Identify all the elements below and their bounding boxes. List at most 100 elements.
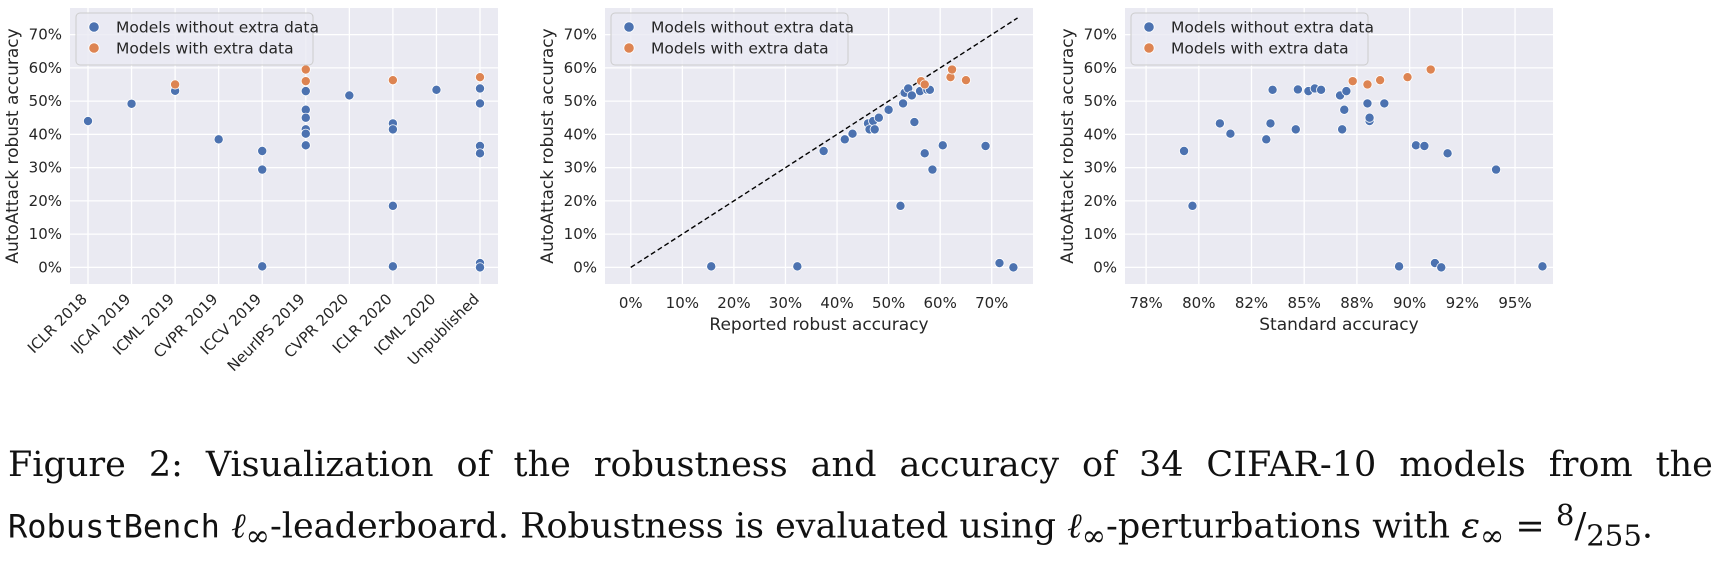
data-point-without-extra	[869, 124, 880, 135]
y-tick-label: 30%	[1084, 159, 1117, 177]
x-tick-label: 70%	[975, 294, 1008, 312]
caption-word: from	[1548, 445, 1633, 485]
x-tick-label: 82%	[1235, 294, 1268, 312]
y-tick-label: 70%	[29, 26, 62, 44]
data-point-without-extra	[980, 140, 991, 151]
data-point-with-extra	[1347, 76, 1358, 87]
data-point-without-extra	[387, 261, 398, 272]
data-point-without-extra	[994, 258, 1005, 269]
data-point-without-extra	[895, 200, 906, 211]
data-point-without-extra	[1442, 148, 1453, 159]
data-point-without-extra	[126, 98, 137, 109]
data-point-with-extra	[474, 72, 485, 83]
data-point-without-extra	[257, 145, 268, 156]
data-point-without-extra	[927, 164, 938, 175]
caption-word: Figure	[8, 445, 126, 485]
data-point-without-extra	[909, 117, 920, 128]
data-point-without-extra	[706, 261, 717, 272]
data-point-without-extra	[898, 98, 909, 109]
y-tick-label: 40%	[564, 125, 597, 143]
data-point-without-extra	[474, 262, 485, 273]
legend-label-without-extra: Models without extra data	[651, 19, 854, 37]
data-point-without-extra	[1261, 134, 1272, 145]
x-tick-label: 20%	[717, 294, 750, 312]
caption-word: the	[1655, 445, 1713, 485]
y-tick-label: 60%	[29, 59, 62, 77]
x-tick-label: 85%	[1288, 294, 1321, 312]
y-tick-label: 70%	[564, 26, 597, 44]
data-point-without-extra	[387, 124, 398, 135]
x-tick-label: 30%	[769, 294, 802, 312]
data-point-without-extra	[474, 148, 485, 159]
y-tick-label: 70%	[1084, 26, 1117, 44]
panel-standard-vs-autoattack-chart: 0% 10% 20% 30% 40% 50% 60% 70% 78% 80% 82% 85% 88% 90…	[1058, 8, 1553, 335]
data-point-without-extra	[300, 112, 311, 123]
data-point-with-extra	[387, 75, 398, 86]
y-tick-label: 20%	[1084, 192, 1117, 210]
caption-word: of	[1081, 445, 1116, 485]
x-tick-label: 40%	[820, 294, 853, 312]
legend-marker-with-extra	[1143, 42, 1155, 54]
data-point-without-extra	[1362, 98, 1373, 109]
data-point-without-extra	[873, 112, 884, 123]
caption-word: models	[1399, 445, 1526, 485]
legend-label-without-extra: Models without extra data	[116, 19, 319, 37]
x-tick-label: 95%	[1498, 294, 1531, 312]
data-point-with-extra	[1375, 75, 1386, 86]
legend-frame	[75, 12, 314, 66]
y-tick-label: 30%	[564, 159, 597, 177]
legend-marker-with-extra	[623, 42, 635, 54]
y-tick-label: 20%	[29, 192, 62, 210]
caption-eps-denominator: 255	[1586, 518, 1642, 553]
legend-label-with-extra: Models with extra data	[116, 40, 294, 58]
panel-reported-vs-autoattack-chart: 0% 10% 20% 30% 40% 50% 60% 70% 0% 10% 20% 30% 40% 50%…	[538, 8, 1033, 335]
caption-slash: /	[1574, 506, 1587, 547]
data-point-without-extra	[83, 116, 94, 127]
y-tick-label: 60%	[1084, 59, 1117, 77]
data-point-without-extra	[300, 140, 311, 151]
caption-text-a: -leaderboard. Robustness is evaluated us…	[269, 506, 1057, 547]
data-point-with-extra	[947, 64, 958, 75]
y-tick-label: 50%	[1084, 92, 1117, 110]
y-tick-label: 60%	[564, 59, 597, 77]
caption-epsilon: ε	[1461, 506, 1480, 547]
legend-marker-without-extra	[88, 21, 100, 33]
legend-marker-with-extra	[88, 42, 100, 54]
data-point-without-extra	[1364, 112, 1375, 123]
caption-word: Visualization	[205, 445, 434, 485]
data-point-without-extra	[1410, 140, 1421, 151]
data-point-without-extra	[474, 83, 485, 94]
data-point-without-extra	[906, 90, 917, 101]
caption-eps-numerator: 8	[1555, 498, 1575, 532]
data-point-without-extra	[1316, 84, 1327, 95]
data-point-without-extra	[474, 98, 485, 109]
data-point-with-extra	[1362, 79, 1373, 90]
data-point-without-extra	[919, 148, 930, 159]
data-point-with-extra	[300, 76, 311, 87]
caption-word: and	[810, 445, 877, 485]
data-point-with-extra	[170, 79, 181, 90]
caption-inf-subscript: ∞	[1479, 518, 1505, 553]
caption-word: robustness	[593, 445, 788, 485]
y-tick-label: 0%	[573, 258, 597, 276]
data-point-without-extra	[300, 86, 311, 97]
data-point-with-extra	[919, 79, 930, 90]
legend-label-without-extra: Models without extra data	[1171, 19, 1374, 37]
legend-label-with-extra: Models with extra data	[1171, 40, 1349, 58]
y-tick-label: 30%	[29, 159, 62, 177]
caption-word: of	[456, 445, 491, 485]
y-tick-label: 50%	[564, 92, 597, 110]
chart-legend: Models without extra data Models with ext…	[75, 12, 319, 66]
x-tick-label: 0%	[619, 294, 643, 312]
data-point-without-extra	[1419, 140, 1430, 151]
data-point-without-extra	[387, 200, 398, 211]
caption-ell-symbol: ℓ	[1067, 506, 1082, 547]
data-point-with-extra	[960, 75, 971, 86]
data-point-without-extra	[847, 128, 858, 139]
y-tick-label: 0%	[38, 258, 62, 276]
figure-caption: Figure 2: Visualization of the robustnes…	[8, 440, 1713, 561]
caption-text-b: -perturbations with	[1106, 506, 1451, 547]
caption-word: accuracy	[899, 445, 1060, 485]
data-point-without-extra	[1341, 86, 1352, 97]
